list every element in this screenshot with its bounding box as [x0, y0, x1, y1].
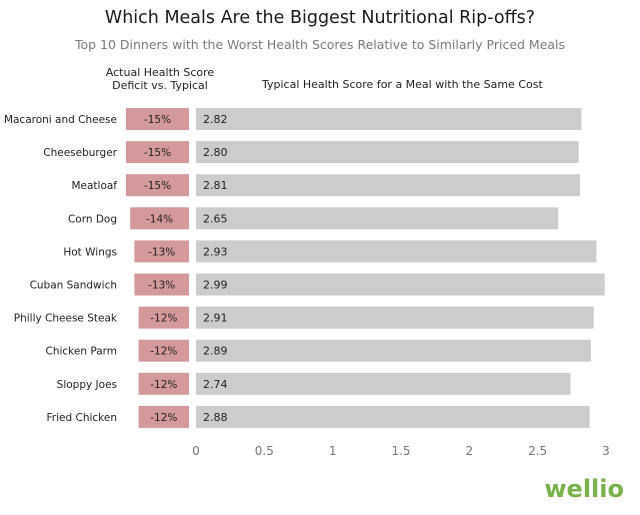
x-tick-label: 1.5	[391, 444, 410, 458]
x-tick-label: 2	[466, 444, 474, 458]
category-label: Cheeseburger	[43, 147, 117, 159]
deficit-bar	[134, 273, 189, 296]
deficit-label: -15%	[144, 180, 171, 192]
typical-score-bar	[196, 372, 571, 395]
typical-score-label: 2.81	[203, 179, 228, 192]
deficit-label: -13%	[148, 280, 175, 292]
x-tick-label: 3	[602, 444, 610, 458]
typical-score-bar	[196, 174, 581, 197]
typical-score-bar	[196, 306, 594, 329]
typical-score-bar	[196, 240, 597, 263]
deficit-bar	[134, 240, 189, 263]
typical-score-bar	[196, 141, 579, 164]
category-label: Philly Cheese Steak	[14, 313, 118, 325]
typical-score-label: 2.80	[203, 146, 228, 159]
deficit-label: -12%	[150, 313, 177, 325]
category-label: Meatloaf	[71, 180, 117, 192]
brand-logo: wellio	[544, 475, 624, 503]
x-tick-label: 0.5	[255, 444, 274, 458]
deficit-label: -12%	[150, 346, 177, 358]
deficit-bar	[126, 141, 189, 164]
typical-score-label: 2.65	[203, 212, 228, 225]
deficit-label: -13%	[148, 246, 175, 258]
typical-score-bar	[196, 273, 605, 296]
deficit-label: -14%	[146, 213, 173, 225]
typical-score-bar	[196, 339, 591, 362]
category-label: Macaroni and Cheese	[4, 114, 117, 126]
category-label: Sloppy Joes	[57, 379, 117, 391]
deficit-bar	[138, 306, 189, 329]
typical-score-label: 2.88	[203, 411, 228, 424]
deficit-bar	[126, 174, 189, 197]
typical-score-label: 2.74	[203, 378, 228, 391]
deficit-header-line-2: Deficit vs. Typical	[112, 79, 208, 92]
deficit-bar	[126, 108, 189, 130]
category-label: Fried Chicken	[47, 412, 117, 424]
category-label: Chicken Parm	[46, 346, 118, 358]
typical-score-bar	[196, 207, 559, 230]
deficit-column-header: Actual Health Score Deficit vs. Typical	[96, 66, 224, 92]
x-tick-label: 2.5	[528, 444, 547, 458]
series-header: Typical Health Score for a Meal with the…	[262, 78, 543, 91]
typical-score-label: 2.89	[203, 345, 228, 358]
deficit-label: -12%	[150, 412, 177, 424]
chart-title: Which Meals Are the Biggest Nutritional …	[104, 8, 536, 28]
typical-score-bar	[196, 405, 590, 428]
deficit-bar	[138, 372, 189, 395]
typical-score-label: 2.99	[203, 279, 228, 292]
chart-subtitle: Top 10 Dinners with the Worst Health Sco…	[74, 37, 566, 52]
deficit-bar	[130, 207, 189, 230]
deficit-label: -12%	[150, 379, 177, 391]
deficit-bar	[138, 339, 189, 362]
deficit-label: -15%	[144, 114, 171, 126]
deficit-label: -15%	[144, 147, 171, 159]
deficit-bar	[138, 405, 189, 428]
x-tick-label: 0	[192, 444, 200, 458]
category-label: Hot Wings	[63, 246, 117, 258]
typical-score-bar	[196, 108, 582, 130]
typical-score-label: 2.82	[203, 113, 228, 126]
typical-score-label: 2.93	[203, 245, 228, 258]
x-tick-label: 1	[329, 444, 337, 458]
deficit-header-line-1: Actual Health Score	[105, 66, 215, 79]
category-label: Cuban Sandwich	[30, 280, 117, 292]
typical-score-label: 2.91	[203, 312, 228, 325]
category-label: Corn Dog	[68, 213, 117, 225]
